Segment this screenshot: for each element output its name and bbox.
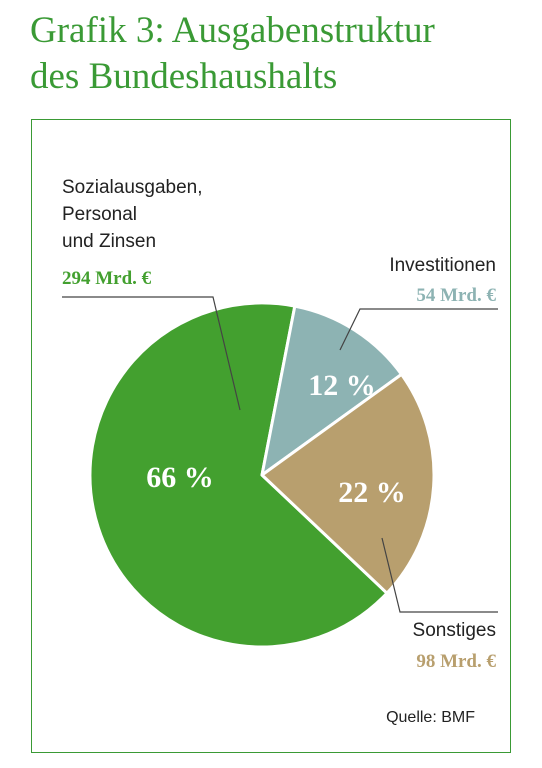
amount-label-sonstiges: 98 Mrd. €	[416, 651, 496, 672]
pie-slice-sonstiges	[260, 372, 436, 595]
label-investitionen: Investitionen	[389, 255, 496, 276]
pie-slice-social	[88, 301, 389, 649]
label-social-line-3: und Zinsen	[62, 231, 156, 252]
label-sonstiges: Sonstiges	[413, 620, 496, 641]
source-note: Quelle: BMF	[386, 709, 475, 726]
leader-line-investitionen	[339, 308, 498, 351]
title-line-1: Grafik 3: Ausgabenstruktur	[30, 10, 435, 51]
leader-line-social	[62, 296, 241, 411]
pie-slice-investitionen	[260, 304, 403, 477]
page-title: Grafik 3: Ausgabenstruktur des Bundeshau…	[30, 8, 535, 100]
percent-label-social: 66 %	[146, 461, 214, 494]
chart-frame	[31, 119, 511, 753]
leader-line-sonstiges	[381, 537, 498, 613]
percent-label-investitionen: 12 %	[308, 369, 376, 402]
title-line-2: des Bundeshaushalts	[30, 56, 338, 97]
label-social-line-2: Personal	[62, 204, 137, 225]
label-social-line-1: Sozialausgaben,	[62, 177, 203, 198]
percent-label-sonstiges: 22 %	[338, 476, 406, 509]
amount-label-social: 294 Mrd. €	[62, 268, 152, 289]
amount-label-investitionen: 54 Mrd. €	[416, 285, 496, 306]
